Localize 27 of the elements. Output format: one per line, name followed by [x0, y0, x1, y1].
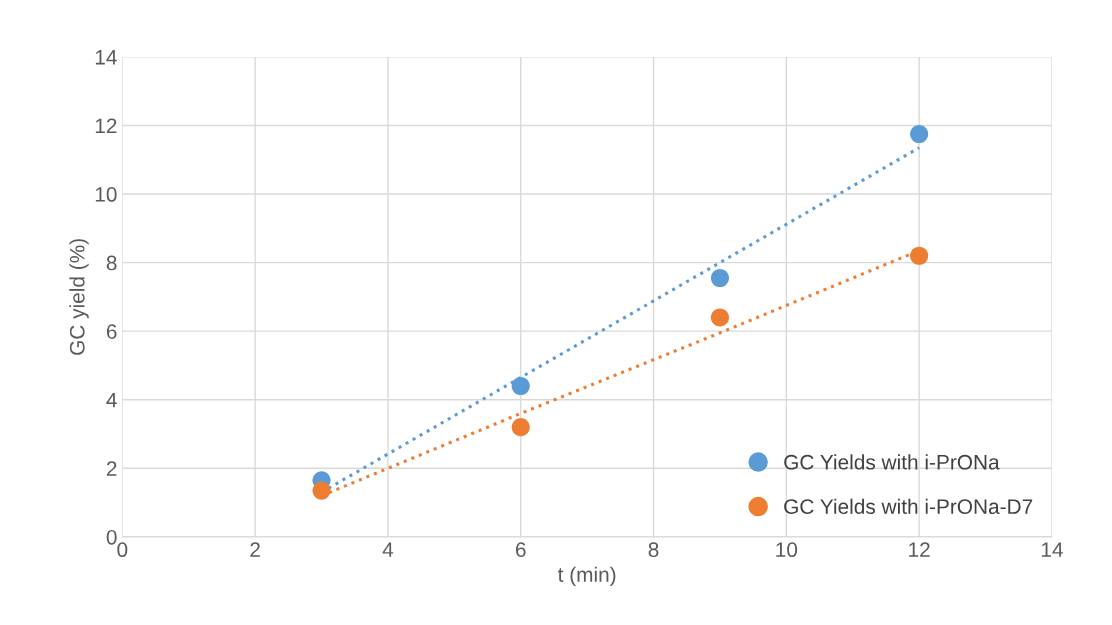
x-tick-label: 10 — [776, 542, 798, 558]
x-tick-label: 8 — [648, 542, 659, 558]
y-tick-label: 6 — [106, 324, 117, 339]
point — [710, 268, 729, 288]
legend-label: GC Yields with i-PrONa-D7 — [784, 498, 1033, 515]
y-tick-label: 12 — [95, 118, 117, 133]
point — [511, 418, 530, 437]
y-tick-label: 0 — [106, 529, 117, 545]
x-tick-label: 2 — [250, 542, 260, 557]
y-tick-label: 2 — [106, 461, 117, 476]
y-tick-label: 14 — [95, 50, 117, 65]
point — [511, 376, 530, 396]
x-tick-label: 6 — [516, 542, 526, 558]
x-tick-label: 14 — [1041, 542, 1063, 557]
point — [710, 308, 729, 327]
point — [910, 246, 929, 265]
x-tick-label: 0 — [117, 542, 128, 558]
y-tick-label: 10 — [95, 187, 117, 202]
y-tick-label: 4 — [106, 392, 117, 408]
legend-label: GC Yields with i-PrONa — [784, 454, 1000, 470]
x-tick-label: 4 — [382, 542, 394, 557]
point — [910, 124, 929, 144]
point — [312, 481, 331, 500]
y-tick-label: 8 — [106, 255, 117, 271]
x-axis-title: t (min) — [557, 566, 616, 587]
x-tick-label: 12 — [909, 542, 930, 557]
y-axis-title: GC yield (%) — [69, 239, 89, 355]
